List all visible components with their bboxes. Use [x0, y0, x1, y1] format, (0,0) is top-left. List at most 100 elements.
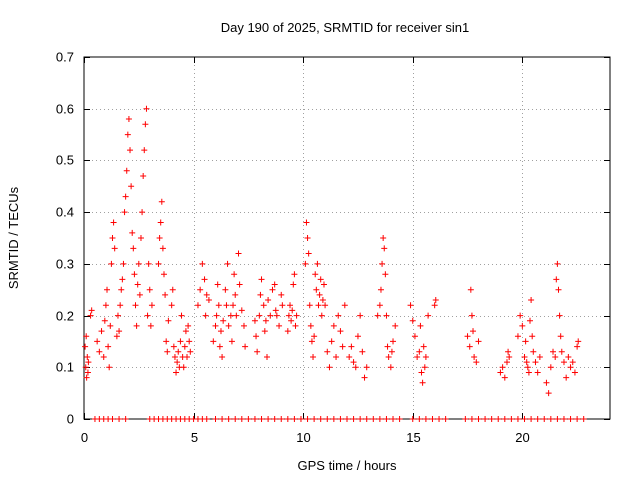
data-point [101, 317, 108, 324]
data-point [96, 348, 103, 355]
data-point [219, 416, 226, 422]
data-point [532, 359, 539, 366]
data-point [240, 322, 247, 329]
data-point [506, 353, 513, 360]
data-point [569, 359, 576, 366]
data-point [314, 260, 321, 267]
data-point [262, 317, 269, 324]
data-point [529, 333, 536, 340]
data-point [109, 416, 116, 422]
data-point [242, 343, 249, 350]
data-point [380, 235, 387, 241]
data-point [383, 312, 390, 319]
data-point [543, 379, 550, 386]
data-point [202, 312, 209, 319]
data-point [107, 322, 114, 329]
data-point [257, 291, 264, 298]
data-point [137, 235, 144, 241]
data-point [225, 322, 232, 329]
x-tick-label: 5 [191, 430, 198, 445]
data-point [224, 260, 231, 267]
data-point [319, 297, 326, 304]
data-point [114, 312, 121, 319]
data-point [292, 322, 299, 329]
data-point [522, 338, 529, 345]
data-point [432, 297, 439, 304]
data-point [119, 276, 126, 283]
data-point [501, 374, 508, 381]
data-point [215, 302, 222, 309]
data-point [124, 131, 131, 138]
data-point [376, 416, 383, 422]
data-point [312, 271, 319, 278]
chart-title: Day 190 of 2025, SRMTID for receiver sin… [221, 20, 470, 35]
data-point [315, 302, 322, 309]
data-point [113, 333, 120, 340]
data-point [560, 416, 567, 422]
data-point [156, 235, 163, 241]
data-point [145, 260, 152, 267]
data-point [337, 416, 344, 422]
data-point [552, 353, 559, 360]
data-point [256, 312, 263, 319]
data-point [530, 348, 537, 355]
data-point [385, 353, 392, 360]
data-point [220, 317, 227, 324]
data-point [317, 416, 324, 422]
data-point [322, 302, 329, 309]
data-point [142, 121, 149, 128]
data-point [288, 317, 295, 324]
data-point [567, 416, 574, 422]
data-point [197, 286, 204, 293]
data-point [429, 416, 436, 422]
data-point [304, 416, 311, 422]
data-point [464, 333, 471, 340]
data-point [341, 302, 348, 309]
data-point [350, 416, 357, 422]
data-point [357, 312, 364, 319]
data-point [155, 260, 162, 267]
data-point [88, 307, 95, 314]
data-point [495, 416, 502, 422]
data-point [525, 369, 532, 376]
data-point [147, 322, 154, 329]
data-point [148, 302, 155, 309]
x-tick-label: 10 [296, 430, 310, 445]
data-point [374, 312, 381, 319]
data-point [85, 359, 92, 366]
data-point [177, 338, 184, 345]
data-point [104, 286, 111, 293]
data-point [87, 312, 94, 319]
data-point [409, 317, 416, 324]
data-point [501, 416, 508, 422]
data-point [278, 291, 285, 298]
data-point [318, 312, 325, 319]
data-point [217, 328, 224, 335]
data-point [236, 281, 243, 288]
data-point [117, 302, 124, 309]
data-point [521, 416, 528, 422]
data-point [227, 312, 234, 319]
data-point [407, 302, 414, 309]
data-point [571, 369, 578, 376]
data-point [143, 105, 150, 112]
data-point [129, 229, 136, 236]
data-point [335, 312, 342, 319]
data-point [517, 312, 524, 319]
data-point [265, 297, 272, 304]
data-point [289, 307, 296, 314]
data-point [173, 369, 180, 376]
data-point [264, 353, 271, 360]
data-point [214, 281, 221, 288]
data-point [267, 312, 274, 319]
data-point [462, 416, 469, 422]
data-point [291, 416, 298, 422]
data-point [105, 343, 112, 350]
data-points [82, 105, 587, 422]
data-point [541, 416, 548, 422]
data-point [383, 416, 390, 422]
data-point [216, 343, 223, 350]
data-point [527, 317, 534, 324]
data-point [416, 348, 423, 355]
